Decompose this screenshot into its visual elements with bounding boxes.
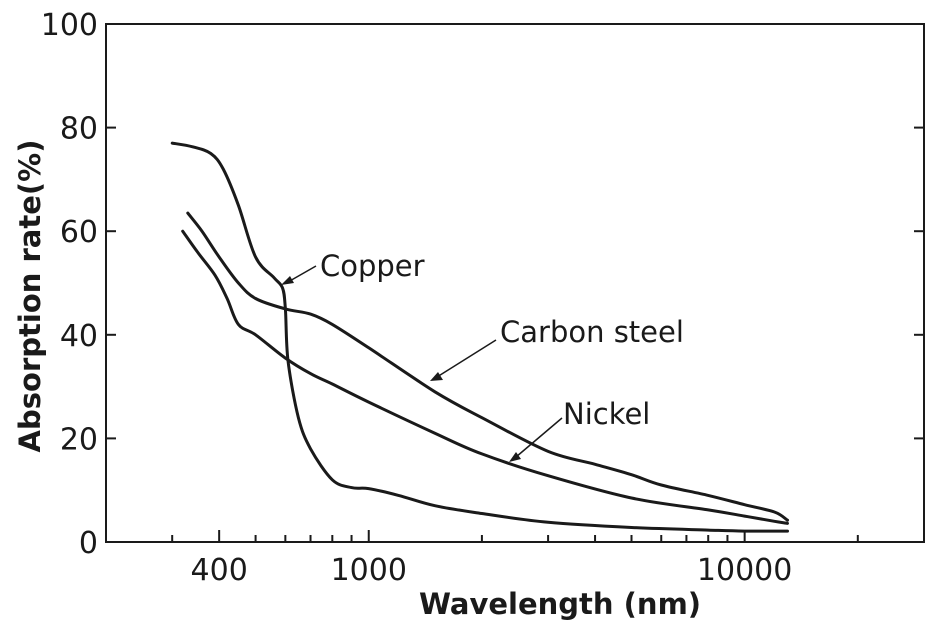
x-tick-label: 1000 [331,553,407,588]
y-axis-title: Absorption rate(%) [13,140,47,453]
series-line-carbon-steel [186,211,789,522]
annotation-nickel: Nickel [563,397,650,431]
series-line-nickel [181,229,789,525]
x-tick-label: 400 [191,553,248,588]
plot-frame [105,23,925,543]
series-annotations: Copper Carbon steel Nickel [281,249,684,462]
leader-copper [287,265,317,283]
series-line-copper [170,141,789,533]
y-tick-label: 100 [41,8,98,43]
annotation-copper: Copper [320,249,425,283]
y-tick-label: 80 [60,112,98,147]
axis-tick-labels: 0 20 40 60 80 100 400 1000 10000 [41,8,793,588]
x-tick-label: 10000 [697,553,792,588]
y-tick-label: 0 [79,526,98,561]
arrowhead-carbon-steel [430,372,443,381]
y-tick-label: 40 [60,319,98,354]
axis-ticks [106,23,924,543]
arrowhead-copper [281,276,294,285]
data-series [170,141,789,533]
leader-carbon-steel [436,339,497,378]
leader-nickel [515,417,563,458]
annotation-carbon-steel: Carbon steel [500,315,684,349]
x-axis-title: Wavelength (nm) [419,587,701,621]
arrowhead-nickel [509,452,521,462]
y-tick-label: 60 [60,215,98,250]
y-tick-label: 20 [60,422,98,457]
